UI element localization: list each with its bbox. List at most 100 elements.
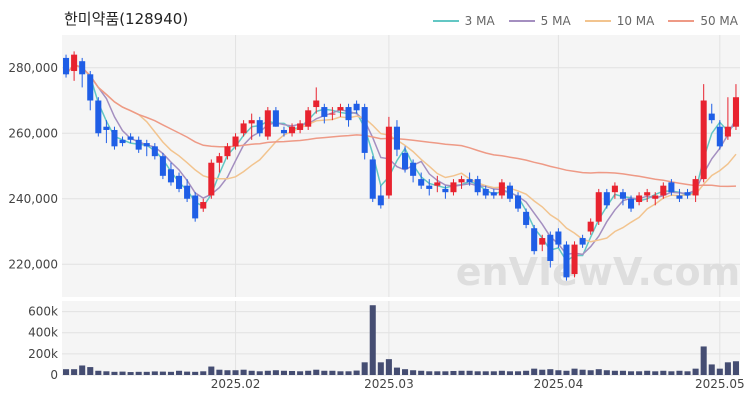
candle-body (176, 175, 183, 189)
legend-item: 3 MA (432, 14, 495, 28)
candle-body (474, 179, 481, 193)
candle-body (289, 126, 296, 134)
candle-body (63, 57, 70, 75)
candle-body (458, 179, 465, 183)
candle-body (732, 97, 739, 127)
volume-bar (135, 371, 142, 375)
candle-body (692, 179, 699, 196)
volume-bar (329, 370, 336, 375)
y-tick-label: 280,000 (8, 61, 58, 75)
legend-label: 5 MA (540, 14, 571, 28)
candle-body (716, 126, 723, 147)
candle-body (611, 185, 618, 193)
candle-body (450, 182, 457, 193)
candle-body (248, 120, 255, 124)
legend-swatch (584, 20, 611, 22)
candle-body (377, 195, 384, 206)
volume-bar (547, 369, 554, 375)
volume-bar (700, 346, 707, 375)
volume-tick-label: 600k (28, 305, 58, 319)
volume-bar (385, 359, 392, 375)
volume-bar (167, 371, 174, 375)
candle-body (87, 74, 94, 101)
volume-bar (474, 371, 481, 375)
volume-bar (587, 370, 594, 375)
volume-bar (603, 370, 610, 375)
candle-body (280, 129, 287, 134)
volume-bar (523, 370, 530, 375)
ma-5-line (65, 63, 737, 256)
volume-bar (71, 369, 78, 375)
volume-bar (611, 370, 618, 375)
volume-bar (63, 369, 70, 375)
candle-body (708, 113, 715, 121)
volume-bar (418, 370, 425, 375)
candle-body (200, 202, 207, 209)
candle-body (240, 123, 247, 134)
volume-bar (151, 371, 158, 375)
volume-bar (426, 371, 433, 375)
watermark: enVIewV.com (456, 250, 740, 294)
candle-body (700, 100, 707, 180)
legend-item: 10 MA (584, 14, 654, 28)
volume-bar (539, 369, 546, 375)
legend-swatch (668, 20, 695, 22)
candle-body (184, 185, 191, 199)
candle-body (555, 231, 562, 245)
volume-bar (353, 370, 360, 375)
candle-body (571, 244, 578, 275)
candle-body (676, 195, 683, 199)
volume-bar (595, 369, 602, 375)
volume-bar (143, 371, 150, 375)
volume-bar (442, 371, 449, 375)
candle-body (515, 195, 522, 209)
volume-bar (289, 370, 296, 375)
volume-bar (184, 371, 191, 375)
candle-body (579, 238, 586, 245)
volume-bar (652, 371, 659, 375)
volume-tick-label: 400k (28, 326, 58, 340)
volume-bar (393, 367, 400, 375)
candle-body (353, 103, 360, 111)
candle-body (628, 198, 635, 209)
volume-bar (216, 369, 223, 375)
volume-panel-bg (62, 301, 740, 375)
legend-swatch (432, 20, 459, 22)
volume-bar (337, 371, 344, 375)
candle-body (305, 110, 312, 127)
volume-bar (490, 371, 497, 375)
candle-body (111, 129, 118, 147)
candle-body (135, 139, 142, 150)
candle-body (603, 192, 610, 206)
volume-bar (732, 361, 739, 375)
volume-bar (176, 370, 183, 375)
candle-body (402, 152, 409, 170)
candle-body (208, 162, 215, 196)
volume-bar (498, 370, 505, 375)
candle-body (539, 238, 546, 245)
volume-bar (232, 370, 239, 375)
candle-body (216, 156, 223, 163)
volume-bar (256, 371, 263, 375)
candle-body (506, 185, 513, 199)
volume-bar (684, 371, 691, 375)
candle-body (724, 126, 731, 137)
legend-label: 3 MA (464, 14, 495, 28)
candle-body (442, 188, 449, 193)
candle-body (426, 185, 433, 189)
volume-bar (305, 370, 312, 375)
volume-bar (410, 370, 417, 375)
volume-bar (482, 371, 489, 375)
legend-swatch (508, 20, 535, 22)
candle-body (159, 156, 166, 176)
volume-bar (708, 364, 715, 375)
candle-body (167, 169, 174, 183)
candle-body (95, 100, 102, 134)
volume-bar (361, 362, 368, 375)
candle-body (143, 143, 150, 147)
ma-50-line (65, 63, 737, 188)
volume-bar (321, 370, 328, 375)
candle-body (79, 61, 86, 75)
candle-body (119, 139, 126, 144)
volume-bar (619, 370, 626, 375)
